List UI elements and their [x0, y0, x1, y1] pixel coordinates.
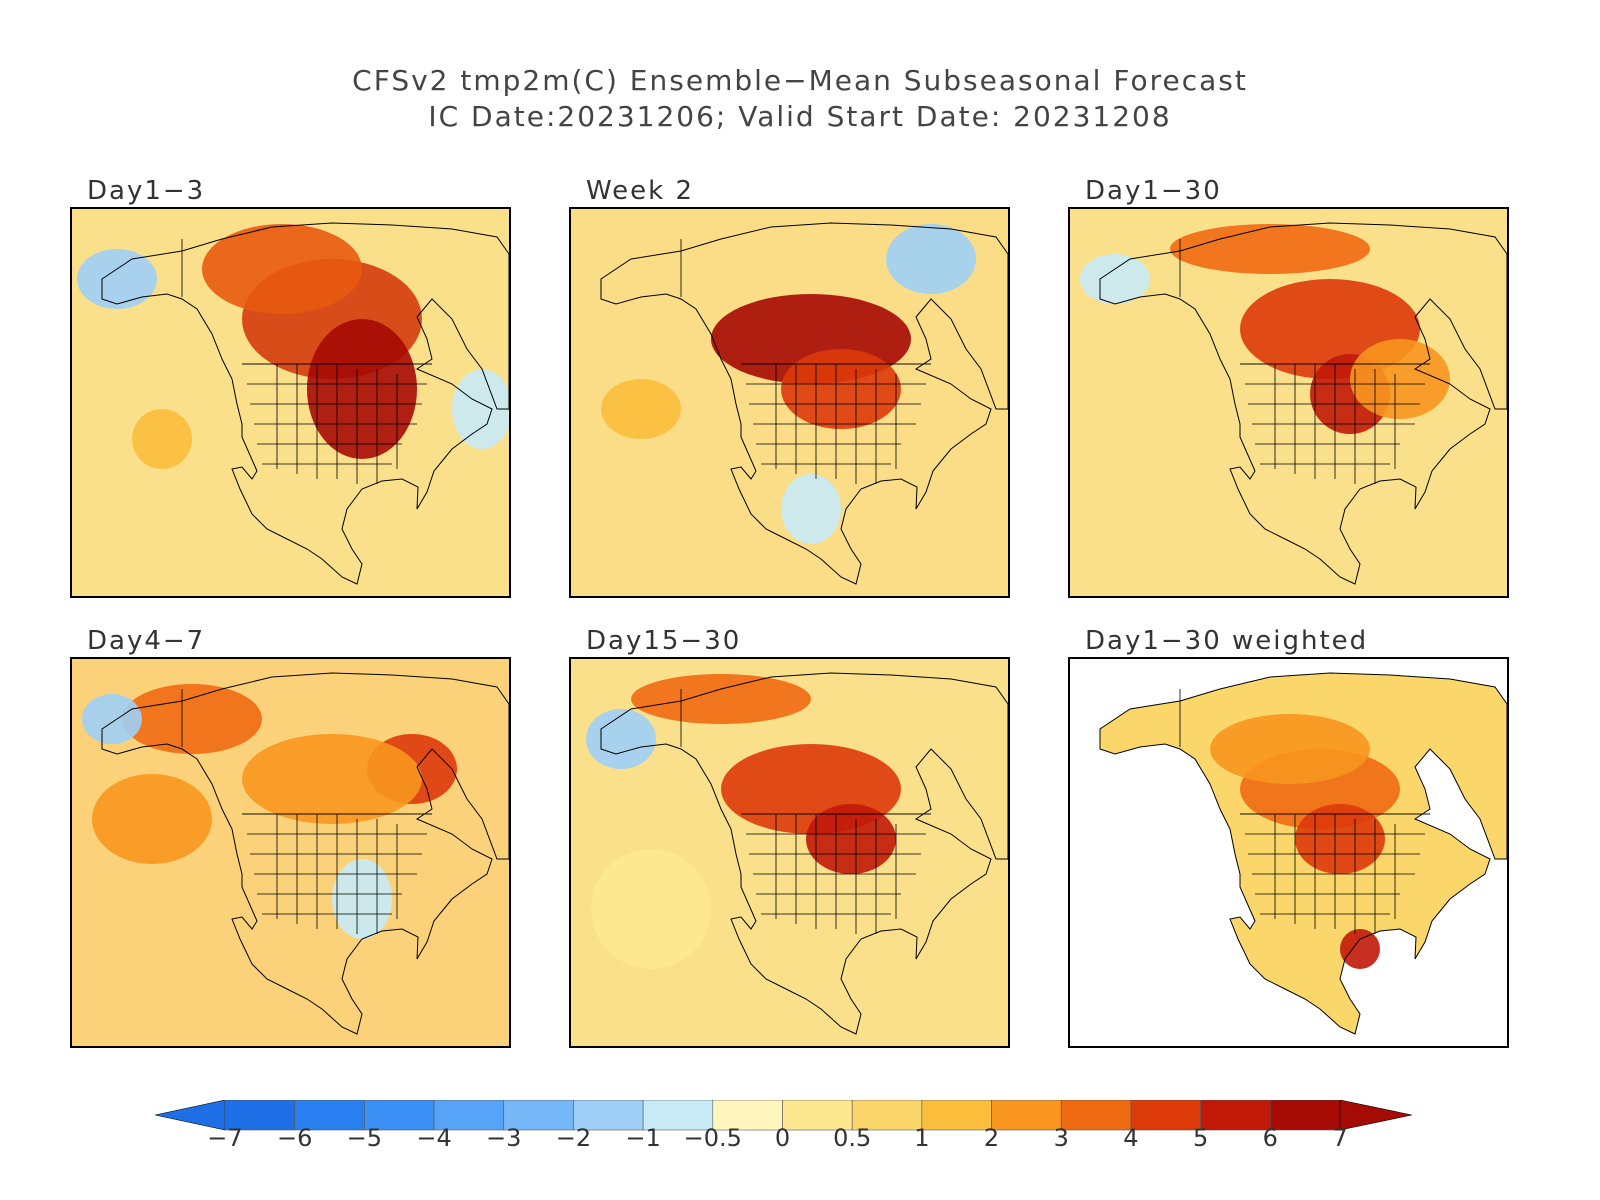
colorbar-tick-label: 2: [983, 1124, 1000, 1152]
map-canvas: [571, 659, 1008, 1046]
colorbar-swatch: [573, 1100, 644, 1131]
anomaly-region: [92, 774, 212, 864]
country-borders: [181, 239, 432, 365]
colorbar-tick-label: 0: [774, 1124, 791, 1152]
colorbar-tick-label: −5: [346, 1124, 383, 1152]
panel-title-week2: Week 2: [586, 176, 695, 206]
colorbar-swatch: [1130, 1100, 1201, 1131]
country-borders: [181, 689, 432, 815]
anomaly-region: [307, 319, 417, 459]
anomaly-region: [586, 709, 656, 769]
colorbar-swatch: [991, 1100, 1062, 1131]
map-panel-day4-7: [70, 657, 511, 1048]
colorbar-tick-label: −0.5: [683, 1124, 742, 1152]
anomaly-region: [601, 379, 681, 439]
land-field: [601, 673, 1008, 1034]
chart-subtitle: IC Date:20231206; Valid Start Date: 2023…: [428, 100, 1172, 133]
anomaly-region: [122, 684, 262, 754]
colorbar-tick-label: −6: [276, 1124, 313, 1152]
map-panel-day1-3: [70, 207, 511, 598]
country-borders: [680, 239, 931, 365]
map-panel-day15-30: [569, 657, 1010, 1048]
colorbar-swatch: [364, 1100, 435, 1131]
colorbar-tick-label: −3: [486, 1124, 522, 1152]
anomaly-region: [591, 849, 711, 969]
colorbar-swatch: [851, 1100, 923, 1131]
coastline: [600, 672, 1008, 1035]
map-panel-week2: [569, 207, 1010, 598]
country-borders: [1179, 689, 1430, 815]
coastline: [1099, 222, 1507, 585]
panel-title-day15-30: Day15−30: [586, 626, 742, 656]
colorbar-swatch: [1200, 1100, 1271, 1131]
colorbar-tick-label: 4: [1123, 1124, 1139, 1152]
colorbar-tick-label: −2: [555, 1124, 592, 1152]
anomaly-region: [452, 369, 509, 449]
anomaly-region: [806, 804, 896, 874]
coastline: [101, 222, 509, 585]
colorbar-high-arrow: [1339, 1100, 1413, 1131]
panel-title-day1-30-weighted: Day1−30 weighted: [1085, 626, 1369, 656]
colorbar: [154, 1100, 1413, 1131]
panel-title-day1-3: Day1−3: [87, 176, 206, 206]
map-canvas: [1070, 659, 1507, 1046]
colorbar-tick-label: 0.5: [833, 1124, 872, 1152]
anomaly-region: [242, 734, 422, 824]
map-canvas: [72, 209, 509, 596]
anomaly-region: [1210, 714, 1370, 784]
map-panel-day1-30: [1068, 207, 1509, 598]
map-panel-day1-30-weighted: [1068, 657, 1509, 1048]
anomaly-region: [1350, 339, 1450, 419]
anomaly-region: [781, 349, 901, 429]
map-canvas: [72, 659, 509, 1046]
country-borders: [1179, 239, 1430, 365]
coastline: [1099, 672, 1507, 1035]
anomaly-region: [1080, 254, 1150, 304]
colorbar-swatch: [224, 1100, 295, 1131]
country-borders: [680, 689, 931, 815]
anomaly-region: [631, 674, 811, 724]
anomaly-region: [82, 694, 142, 744]
colorbar-tick-label: −7: [207, 1124, 243, 1152]
colorbar-tick-label: 5: [1192, 1124, 1209, 1152]
anomaly-region: [202, 224, 362, 314]
coastline: [600, 222, 1008, 585]
colorbar-swatch: [712, 1100, 783, 1131]
panel-title-day1-30: Day1−30: [1085, 176, 1222, 206]
colorbar-swatch: [1060, 1100, 1132, 1131]
anomaly-region: [77, 249, 157, 309]
panel-title-day4-7: Day4−7: [87, 626, 206, 656]
chart-title: CFSv2 tmp2m(C) Ensemble−Mean Subseasonal…: [352, 64, 1248, 97]
map-canvas: [1070, 209, 1507, 596]
anomaly-region: [1295, 804, 1385, 874]
anomaly-region: [886, 224, 976, 294]
colorbar-tick-label: −1: [625, 1124, 661, 1152]
colorbar-swatch: [433, 1100, 505, 1131]
anomaly-region: [332, 859, 392, 939]
anomaly-region: [132, 409, 192, 469]
anomaly-region: [1170, 224, 1370, 274]
colorbar-tick-label: 3: [1053, 1124, 1069, 1152]
colorbar-tick-label: 7: [1332, 1124, 1348, 1152]
colorbar-swatch: [294, 1100, 365, 1131]
anomaly-region: [1340, 929, 1380, 969]
anomaly-region: [781, 474, 841, 544]
colorbar-swatch: [1270, 1100, 1341, 1131]
coastline: [101, 672, 509, 1035]
colorbar-tick-label: −4: [416, 1124, 452, 1152]
colorbar-tick-label: 1: [914, 1124, 930, 1152]
colorbar-swatch: [921, 1100, 992, 1131]
map-canvas: [571, 209, 1008, 596]
colorbar-tick-label: 6: [1262, 1124, 1278, 1152]
